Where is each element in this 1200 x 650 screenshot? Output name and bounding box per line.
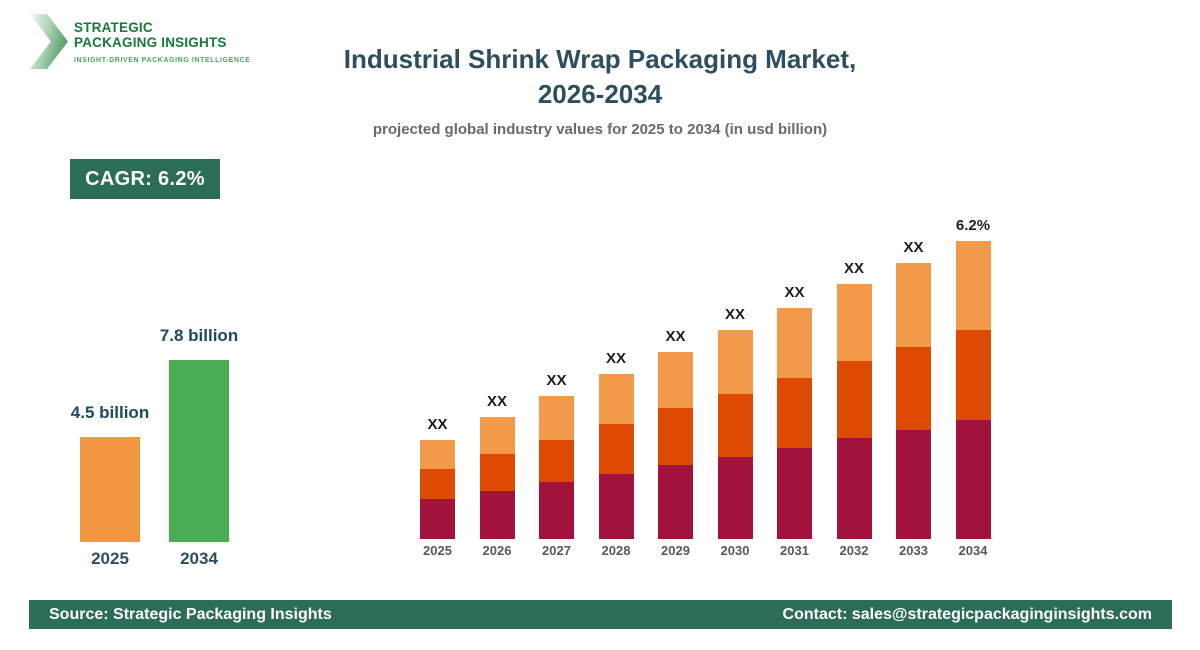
stacked-bar-group-2025: XX 2025 xyxy=(420,416,455,558)
page-title-line-2: 2026-2034 xyxy=(537,79,663,109)
stacked-bar-2028-bottom-segment xyxy=(598,474,634,539)
cagr-badge: CAGR: 6.2% xyxy=(70,159,220,199)
logo-tagline: INSIGHT-DRIVEN PACKAGING INTELLIGENCE xyxy=(74,57,251,64)
stacked-bar-group-2032: XX 2032 xyxy=(836,260,872,558)
logo: STRATEGIC PACKAGING INSIGHTS INSIGHT-DRI… xyxy=(30,14,250,69)
stacked-bar-2025-middle-segment xyxy=(420,469,455,499)
stacked-bar-2034-middle-segment xyxy=(955,330,991,420)
stacked-bar-2029-top-segment xyxy=(658,352,693,408)
projection-stacked-bar-chart: XX 2025 XX 2026 XX 2027 XX 2028 XX 2029 XX 2030 XX 20… xyxy=(420,200,995,558)
stacked-bar-2030-middle-segment xyxy=(717,394,753,457)
stacked-bar-2026-top-segment xyxy=(479,417,515,454)
stacked-bar-2033-middle-segment xyxy=(896,347,931,430)
header: Industrial Shrink Wrap Packaging Market,… xyxy=(0,42,1200,138)
stacked-bar-year-label-2034: 2034 xyxy=(958,543,988,558)
stacked-bar-value-label-2033: XX xyxy=(903,239,924,256)
stacked-bar-2031-bottom-segment xyxy=(777,448,812,539)
stacked-bar-2027-middle-segment xyxy=(539,440,574,482)
stacked-bar-group-2031: XX 2031 xyxy=(777,284,812,558)
comparison-bar-chart: 4.5 billion 2025 7.8 billion 2034 xyxy=(70,320,240,568)
stacked-bar-2031-middle-segment xyxy=(777,378,812,448)
stacked-bar-year-label-2031: 2031 xyxy=(780,543,809,558)
mini-bar-value-label-2034: 7.8 billion xyxy=(159,326,239,345)
mini-bar-group-2025: 4.5 billion 2025 xyxy=(71,403,149,568)
stacked-bar-2029-bottom-segment xyxy=(658,465,693,539)
stacked-bar-2025-bottom-segment xyxy=(420,499,455,539)
stacked-bar-group-2028: XX 2028 xyxy=(598,350,634,558)
stacked-bar-2026-middle-segment xyxy=(479,454,515,491)
logo-text: STRATEGIC PACKAGING INSIGHTS INSIGHT-DRI… xyxy=(74,14,250,69)
stacked-bar-group-2027: XX 2027 xyxy=(539,372,574,558)
stacked-bar-group-2033: XX 2033 xyxy=(896,239,931,558)
stacked-bar-2033-bottom-segment xyxy=(896,430,931,539)
stacked-bar-value-label-2034: 6.2% xyxy=(955,217,991,234)
stacked-bar-2030-bottom-segment xyxy=(717,457,753,539)
mini-bar-2034 xyxy=(169,360,229,542)
stacked-bar-value-label-2032: XX xyxy=(843,260,865,277)
stacked-bar-value-label-2031: XX xyxy=(784,284,805,301)
logo-line-1: STRATEGIC xyxy=(74,20,153,35)
stacked-bar-year-label-2026: 2026 xyxy=(482,543,512,558)
stacked-bar-2028-top-segment xyxy=(598,374,634,424)
stacked-bar-2025-top-segment xyxy=(420,440,455,469)
mini-bar-year-label-2025: 2025 xyxy=(91,549,129,568)
mini-bar-year-label-2034: 2034 xyxy=(180,549,218,568)
footer-bar: Source: Strategic Packaging Insights Con… xyxy=(29,600,1172,629)
stacked-bar-group-2026: XX 2026 xyxy=(479,393,515,558)
stacked-bar-value-label-2030: XX xyxy=(724,306,746,323)
page-title-line-1: Industrial Shrink Wrap Packaging Market, xyxy=(343,44,857,74)
stacked-bar-value-label-2028: XX xyxy=(605,350,627,367)
stacked-bar-year-label-2033: 2033 xyxy=(899,543,928,558)
mini-bar-value-label-2025: 4.5 billion xyxy=(70,403,150,422)
footer-contact-text: Contact: sales@strategicpackaginginsight… xyxy=(782,605,1152,623)
footer-source-text: Source: Strategic Packaging Insights xyxy=(49,605,332,623)
stacked-bar-2030-top-segment xyxy=(717,330,753,394)
stacked-bar-2034-bottom-segment xyxy=(955,420,991,539)
stacked-bar-year-label-2029: 2029 xyxy=(661,543,690,558)
stacked-bar-value-label-2027: XX xyxy=(546,372,567,389)
stacked-bar-year-label-2030: 2030 xyxy=(720,543,750,558)
stacked-bar-2028-middle-segment xyxy=(598,424,634,474)
stacked-bar-2029-middle-segment xyxy=(658,408,693,465)
stacked-bar-2034-top-segment xyxy=(955,241,991,330)
stacked-bar-group-2030: XX 2030 xyxy=(717,306,753,558)
stacked-bar-2027-bottom-segment xyxy=(539,482,574,539)
stacked-bar-value-label-2026: XX xyxy=(486,393,508,410)
stacked-bar-2033-top-segment xyxy=(896,263,931,347)
stacked-bar-group-2029: XX 2029 xyxy=(658,328,693,558)
mini-bar-group-2034: 7.8 billion 2034 xyxy=(160,326,238,568)
stacked-bar-2032-bottom-segment xyxy=(836,438,872,539)
stacked-bar-value-label-2029: XX xyxy=(665,328,686,345)
logo-line-2: PACKAGING INSIGHTS xyxy=(74,35,227,50)
stacked-bar-2031-top-segment xyxy=(777,308,812,378)
stacked-bar-group-2034: 6.2% 2034 xyxy=(955,217,991,558)
stacked-bar-year-label-2025: 2025 xyxy=(423,543,452,558)
stacked-bar-2027-top-segment xyxy=(539,396,574,440)
stacked-bar-value-label-2025: XX xyxy=(427,416,448,433)
mini-bar-2025 xyxy=(80,437,140,542)
stacked-bar-year-label-2027: 2027 xyxy=(542,543,571,558)
page-subtitle: projected global industry values for 202… xyxy=(372,121,828,138)
stacked-bar-2032-middle-segment xyxy=(836,361,872,438)
stacked-bar-year-label-2028: 2028 xyxy=(601,543,631,558)
stacked-bar-2026-bottom-segment xyxy=(479,491,515,539)
stacked-bar-2032-top-segment xyxy=(836,284,872,361)
stacked-bar-year-label-2032: 2032 xyxy=(839,543,869,558)
